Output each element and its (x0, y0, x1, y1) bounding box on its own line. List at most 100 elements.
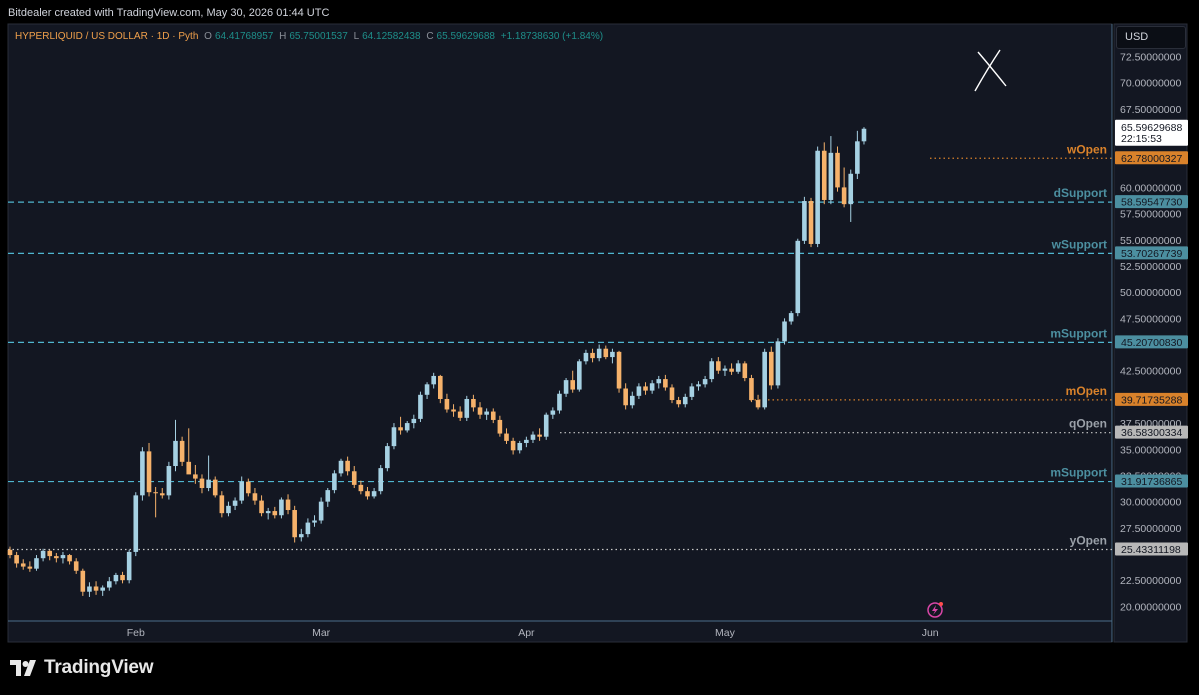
candle-body (590, 352, 595, 359)
candle-body (769, 351, 774, 386)
candle-body (27, 566, 33, 569)
candle-body (682, 396, 688, 405)
y-tick-label: 72.50000000 (1120, 51, 1181, 63)
candle-body (80, 570, 86, 592)
y-tick-label: 30.00000000 (1120, 497, 1181, 509)
candle-body (279, 499, 284, 516)
level-price-tag (1115, 425, 1188, 439)
level-price: 62.78000327 (1121, 153, 1182, 165)
candle-body (755, 400, 761, 408)
candle-body (120, 574, 125, 581)
chart-credit: Bitdealer created with TradingView.com, … (8, 7, 330, 19)
candle-body (153, 492, 158, 494)
level-price-tag (1115, 542, 1188, 556)
candle-body (557, 393, 562, 411)
candle-body (146, 451, 152, 493)
tradingview-brand[interactable]: TradingView (10, 657, 154, 679)
price-chart[interactable]: 20.00000000 22.50000000 27.50000000 30.0000… (0, 0, 1199, 645)
footer: TradingView (0, 645, 1199, 695)
candle-body (305, 522, 311, 535)
candle-body (351, 471, 357, 485)
candle-body (371, 491, 377, 497)
candle-body (861, 128, 867, 142)
candle-body (451, 409, 456, 412)
candle-body (193, 474, 198, 479)
candle-body (259, 500, 264, 514)
candle-body (636, 386, 642, 396)
candle-body (583, 352, 589, 362)
candle-body (40, 550, 46, 559)
candle-body (596, 348, 602, 359)
candle-body (490, 411, 496, 420)
candle-body (484, 411, 489, 415)
x-tick-label: Apr (518, 627, 535, 639)
y-tick-label: 55.00000000 (1120, 235, 1181, 247)
level-price: 25.43311198 (1121, 544, 1181, 556)
candle-body (762, 351, 767, 408)
candle-body (219, 495, 225, 514)
low-value: 64.12582438 (362, 31, 421, 42)
level-name: dSupport (1054, 186, 1107, 200)
level-name: yOpen (1070, 533, 1107, 547)
candle-body (212, 479, 218, 496)
candle-body (298, 534, 304, 538)
level-price-tag (1115, 392, 1188, 406)
level-price-tag (1115, 246, 1188, 260)
candle-body (206, 479, 211, 489)
candle-body (722, 368, 728, 371)
candle-body (656, 379, 662, 384)
candle-body (226, 505, 231, 514)
candle-body (696, 384, 701, 387)
candle-body (159, 493, 165, 496)
candle-body (166, 466, 172, 496)
candle-body (471, 398, 476, 408)
candle-body (431, 375, 436, 385)
y-tick-label: 52.50000000 (1120, 261, 1181, 273)
candle-body (464, 398, 470, 418)
candle-body (418, 394, 423, 419)
level-name: mSupport (1050, 326, 1107, 340)
y-tick-label: 20.00000000 (1120, 601, 1181, 613)
candle-body (411, 418, 417, 424)
y-tick-label: 42.50000000 (1120, 366, 1181, 378)
candle-body (312, 520, 317, 523)
candle-body (821, 150, 827, 200)
candle-body (345, 460, 350, 472)
open-value: 64.41768957 (214, 31, 274, 42)
candle-body (47, 550, 53, 557)
candle-body (338, 460, 344, 474)
level-name: mOpen (1066, 384, 1107, 398)
high-label: H (279, 31, 287, 42)
low-label: L (353, 31, 360, 42)
candle-body (378, 468, 384, 492)
candle-body (729, 368, 734, 372)
candle-body (173, 440, 178, 467)
candle-body (735, 363, 741, 372)
candle-body (629, 395, 635, 406)
candle-body (570, 380, 575, 390)
currency-button[interactable]: USD (1116, 26, 1186, 49)
y-tick-label: 35.00000000 (1120, 444, 1181, 456)
level-price-tag (1115, 151, 1188, 165)
candle-body (252, 493, 258, 501)
level-name: wSupport (1051, 237, 1107, 251)
candle-body (398, 427, 403, 431)
candle-body (808, 201, 814, 244)
candles (7, 127, 867, 597)
close-label: C (426, 31, 434, 42)
y-tick-label: 47.50000000 (1120, 313, 1181, 325)
candle-body (550, 410, 556, 415)
candle-body (623, 388, 628, 406)
level-price: 31.91736865 (1121, 476, 1182, 488)
candle-body (60, 555, 66, 559)
level-price: 53.70267739 (1121, 248, 1182, 260)
x-mark-stroke (977, 51, 1007, 87)
candle-body (73, 561, 79, 571)
event-marker-dot (939, 602, 943, 606)
candle-body (7, 549, 13, 556)
candle-body (775, 341, 781, 386)
candle-body (795, 240, 801, 314)
level-price: 36.58300334 (1121, 427, 1182, 439)
candle-body (126, 551, 132, 581)
candle-body (530, 434, 536, 440)
